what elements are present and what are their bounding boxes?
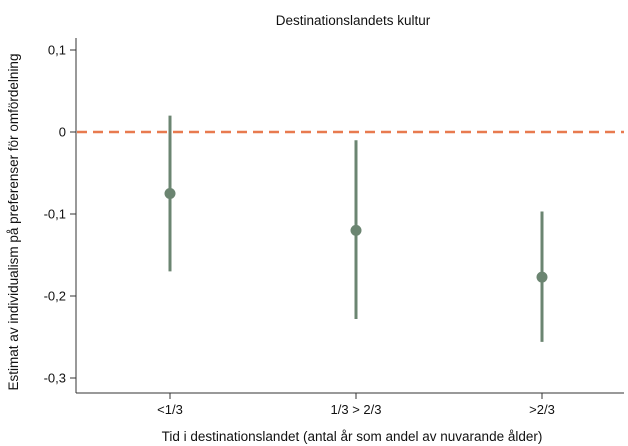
x-tick-label: <1/3 bbox=[157, 402, 183, 417]
y-axis-label: Estimat av individualism på preferenser … bbox=[6, 54, 21, 391]
y-tick-label: 0 bbox=[59, 125, 66, 140]
x-axis-label: Tid i destinationslandet (antal år som a… bbox=[162, 429, 543, 444]
y-tick-label: -0,1 bbox=[44, 207, 66, 222]
chart-title: Destinationslandets kultur bbox=[276, 13, 431, 28]
plot-area: 0,1 0 -0,1 -0,2 -0,3 <1/3 1/3 > 2/3 >2/3 bbox=[44, 38, 624, 417]
y-tick-label: -0,3 bbox=[44, 371, 66, 386]
estimate-point bbox=[536, 271, 548, 283]
x-tick-label: >2/3 bbox=[529, 402, 555, 417]
estimate-point bbox=[164, 188, 176, 199]
y-tick-label: -0,2 bbox=[44, 289, 66, 304]
x-tick-label: 1/3 > 2/3 bbox=[331, 402, 382, 417]
estimate-point bbox=[350, 224, 362, 236]
y-tick-label: 0,1 bbox=[48, 43, 66, 58]
